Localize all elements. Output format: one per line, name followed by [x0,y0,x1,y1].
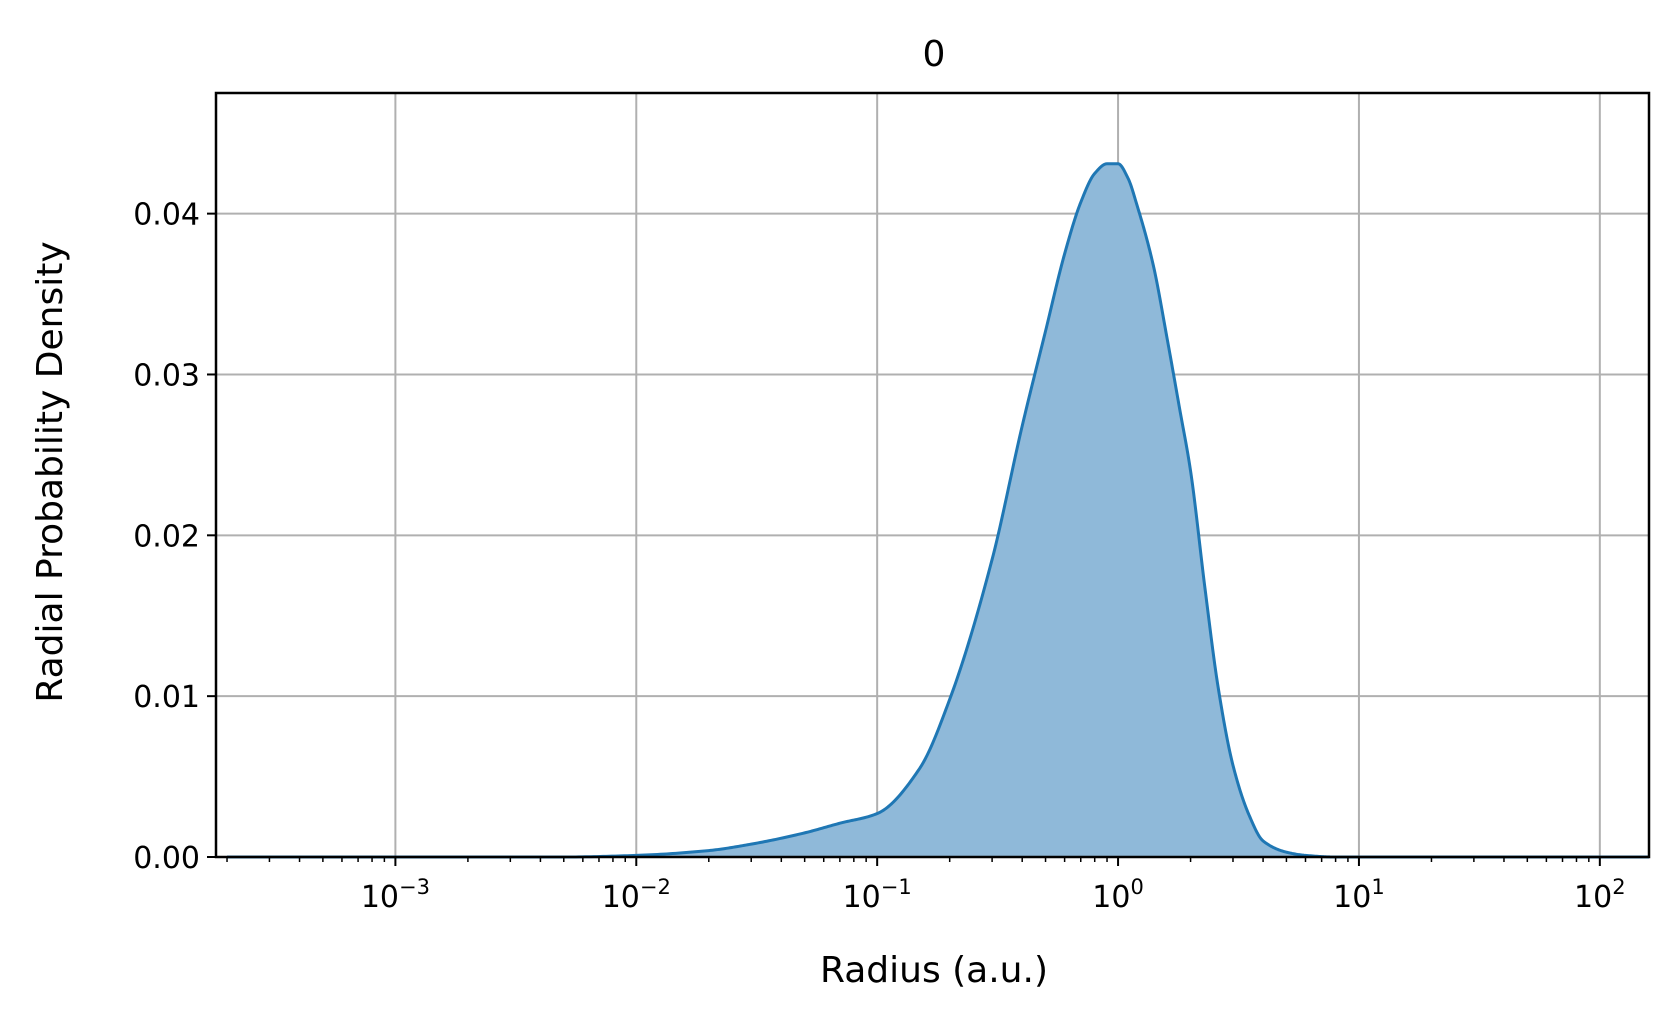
x-tick-base: 10 [1333,880,1371,915]
tick-layer: 10−3 10−2 10−1 100 101 1020.000.010.020.030.0… [133,198,1625,915]
x-tick-label: 10−2 [602,875,671,915]
x-tick-label: 100 [1092,875,1144,915]
plot-frame [214,91,1651,859]
x-tick-label: 10−3 [361,875,430,915]
x-tick-base: 10 [1574,880,1612,915]
x-axis-title: Radius (a.u.) [820,950,1048,991]
x-tick-base: 10 [1092,880,1130,915]
y-tick-label: 0.01 [133,680,200,715]
x-tick-exponent: 2 [1612,875,1625,899]
x-tick-exponent: −2 [640,875,671,899]
x-tick-label: 101 [1333,875,1385,915]
x-tick-exponent: −3 [399,875,430,899]
chart-title: 0 [923,34,946,75]
x-tick-label: 102 [1574,875,1626,915]
x-tick-exponent: −1 [881,875,912,899]
x-tick-base: 10 [602,880,640,915]
x-tick-exponent: 1 [1371,875,1384,899]
y-axis-title: Radial Probability Density [30,241,71,702]
y-tick-label: 0.02 [133,519,200,554]
y-tick-label: 0.04 [133,198,200,233]
density-fill-area [227,163,1649,857]
y-tick-label: 0.00 [133,841,200,876]
area-layer [227,162,1649,859]
density-curve-line [227,162,1649,859]
x-tick-base: 10 [843,880,881,915]
x-tick-exponent: 0 [1130,875,1143,899]
x-tick-label: 10−1 [843,875,912,915]
y-tick-label: 0.03 [133,358,200,393]
x-tick-base: 10 [361,880,399,915]
